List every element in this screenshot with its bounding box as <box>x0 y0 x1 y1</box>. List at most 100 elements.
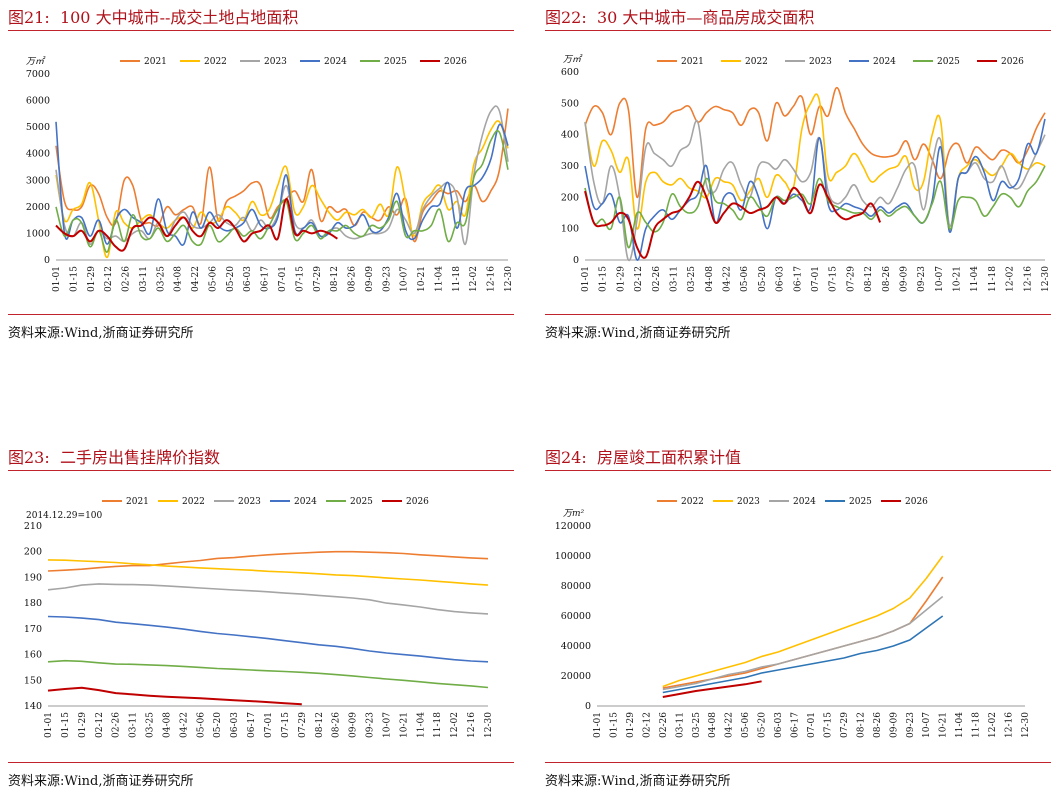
series-line-2022 <box>584 93 1046 231</box>
series-line-2026 <box>662 680 762 698</box>
series-line-2025 <box>662 615 944 694</box>
x-tick-label: 04-22 <box>179 712 189 738</box>
panel-figure-21: 图21: 100 大中城市--成交土地占地面积 万㎡ 0 1000 2000 3000 4… <box>8 4 514 344</box>
x-tick-label: 10-21 <box>939 712 949 738</box>
chart-housing-transactions: 万㎡ 0 100 200 300 400 500 600 01-01 01-15 01-29 02-1… <box>561 54 1051 292</box>
legend-entry: 2026 <box>406 497 429 507</box>
x-tick-label: 03-11 <box>669 266 679 292</box>
title-rule <box>545 30 1051 31</box>
y-tick-label: 60000 <box>561 611 591 622</box>
y-tick-label: 1000 <box>26 228 50 239</box>
figure-label: 图24: <box>545 448 587 467</box>
x-tick-label: 01-15 <box>61 712 71 738</box>
figure-label: 图21: <box>8 8 50 27</box>
x-tick-label: 11-04 <box>970 266 980 292</box>
figure-title-text: 30 大中城市—商品房成交面积 <box>596 8 815 27</box>
y-tick-label: 210 <box>24 521 42 532</box>
y-unit-label: 万㎡ <box>26 56 46 67</box>
x-tick-label: 12-02 <box>988 712 998 738</box>
x-tick-label: 01-29 <box>78 712 88 738</box>
x-tick-label: 03-25 <box>687 266 697 292</box>
x-tick-label: 09-23 <box>366 712 376 738</box>
y-tick-label: 190 <box>24 572 42 583</box>
source-rule <box>8 314 514 315</box>
y-tick-label: 150 <box>24 675 42 686</box>
x-tick-label: 12-16 <box>1005 712 1015 738</box>
y-tick-label: 100000 <box>555 551 591 562</box>
x-tick-label: 04-22 <box>191 266 201 292</box>
legend-entry: 2026 <box>444 57 467 67</box>
x-tick-label: 09-23 <box>917 266 927 292</box>
y-tick-label: 180 <box>24 598 42 609</box>
x-tick-label: 05-20 <box>226 266 236 292</box>
x-tick-label: 05-20 <box>758 712 768 738</box>
figure-title: 图24: 房屋竣工面积累计值 <box>545 444 741 468</box>
x-tick-label: 09-09 <box>899 266 909 292</box>
chart-completed-area: 万m² 0 20000 40000 60000 80000 100000 120000 01-0… <box>555 497 1031 738</box>
x-tick-label: 08-12 <box>864 266 874 292</box>
series-line-2024 <box>47 615 489 663</box>
series-line-2023 <box>47 583 489 615</box>
x-tick-label: 12-30 <box>1041 266 1051 292</box>
x-tick-label: 10-21 <box>399 712 409 738</box>
x-tick-label: 03-25 <box>146 712 156 738</box>
series-line-2025 <box>584 165 1046 249</box>
x-tick-label: 07-01 <box>807 712 817 738</box>
x-tick-label: 10-07 <box>382 712 392 738</box>
series-line-2023 <box>662 555 944 688</box>
x-tick-label: 01-15 <box>609 712 619 738</box>
figure-title-text: 100 大中城市--成交土地占地面积 <box>59 8 299 27</box>
x-tick-label: 09-09 <box>889 712 899 738</box>
series-line-2026 <box>584 180 882 259</box>
y-tick-label: 0 <box>585 701 591 712</box>
figure-label: 图22: <box>545 8 587 27</box>
legend-entry: 2022 <box>182 497 205 507</box>
series-line-2026 <box>47 686 302 706</box>
x-tick-label: 01-01 <box>44 712 54 738</box>
legend-entry: 2025 <box>384 57 407 67</box>
panel-figure-22: 图22: 30 大中城市—商品房成交面积 万㎡ 0 100 200 300 400 500 6… <box>545 4 1051 344</box>
x-tick-label: 10-07 <box>935 266 945 292</box>
x-tick-label: 08-26 <box>348 266 358 292</box>
y-tick-label: 0 <box>573 255 579 266</box>
series-line-2022 <box>47 559 489 586</box>
x-tick-label: 12-16 <box>467 712 477 738</box>
x-tick-label: 07-15 <box>295 266 305 292</box>
x-tick-label: 07-29 <box>298 712 308 738</box>
x-tick-label: 06-17 <box>261 266 271 292</box>
panel-figure-23: 图23: 二手房出售挂牌价指数 2014.12.29=100 140 150 160 1… <box>8 444 514 789</box>
x-tick-label: 08-26 <box>882 266 892 292</box>
legend-entry: 2022 <box>745 57 768 67</box>
legend-entry: 2024 <box>324 57 347 67</box>
title-rule <box>545 470 1051 471</box>
x-tick-label: 09-09 <box>349 712 359 738</box>
base-note: 2014.12.29=100 <box>26 511 103 521</box>
y-tick-label: 400 <box>561 130 579 141</box>
x-tick-label: 11-18 <box>988 266 998 292</box>
legend-entry: 2025 <box>849 497 872 507</box>
legend-entry: 2026 <box>1001 57 1024 67</box>
y-tick-label: 140 <box>24 701 42 712</box>
y-tick-label: 600 <box>561 67 579 78</box>
legend-entry: 2023 <box>238 497 261 507</box>
x-tick-label: 12-30 <box>484 712 494 738</box>
x-tick-label: 11-04 <box>416 712 426 738</box>
x-tick-label: 04-22 <box>725 712 735 738</box>
source-note: 资料来源:Wind,浙商证券研究所 <box>545 326 731 341</box>
y-unit-label: 万m² <box>563 509 585 519</box>
y-tick-label: 200 <box>561 192 579 203</box>
legend-entry: 2021 <box>681 57 704 67</box>
x-tick-label: 02-26 <box>112 712 122 738</box>
y-tick-label: 4000 <box>26 149 50 160</box>
x-tick-label: 07-01 <box>278 266 288 292</box>
y-tick-label: 7000 <box>26 69 50 80</box>
y-tick-label: 300 <box>561 161 579 172</box>
x-tick-label: 12-02 <box>1006 266 1016 292</box>
title-rule <box>8 30 514 31</box>
y-tick-label: 200 <box>24 547 42 558</box>
x-tick-label: 11-04 <box>434 266 444 292</box>
x-tick-label: 07-15 <box>823 712 833 738</box>
legend-entry: 2025 <box>937 57 960 67</box>
x-tick-label: 02-26 <box>122 266 132 292</box>
x-tick-label: 07-29 <box>846 266 856 292</box>
